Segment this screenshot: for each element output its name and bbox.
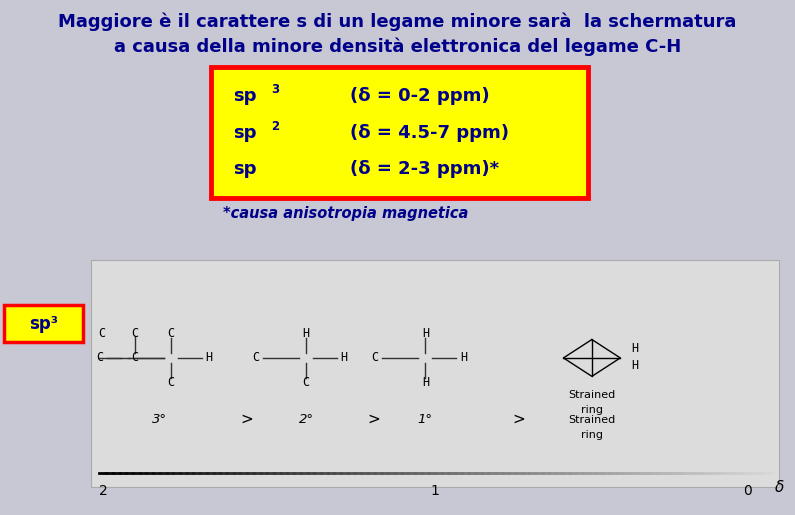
Text: (δ = 4.5-7 ppm): (δ = 4.5-7 ppm) bbox=[350, 124, 509, 142]
Text: 3: 3 bbox=[271, 83, 279, 96]
Text: C: C bbox=[96, 351, 103, 365]
Text: >: > bbox=[512, 412, 525, 427]
Text: H: H bbox=[341, 351, 347, 365]
Text: sp³: sp³ bbox=[29, 315, 58, 333]
Text: C: C bbox=[99, 327, 105, 340]
Text: C: C bbox=[168, 327, 174, 340]
Text: sp: sp bbox=[233, 160, 257, 178]
FancyBboxPatch shape bbox=[211, 67, 588, 198]
Text: sp: sp bbox=[233, 124, 257, 142]
Text: 2°: 2° bbox=[299, 413, 313, 426]
Text: 2: 2 bbox=[271, 120, 279, 133]
Text: a causa della minore densità elettronica del legame C-H: a causa della minore densità elettronica… bbox=[114, 37, 681, 56]
Text: δ: δ bbox=[775, 480, 785, 495]
Text: (δ = 2-3 ppm)*: (δ = 2-3 ppm)* bbox=[350, 160, 499, 178]
Text: 1°: 1° bbox=[418, 413, 432, 426]
Text: 3°: 3° bbox=[152, 413, 166, 426]
Text: H: H bbox=[422, 327, 429, 340]
Text: Maggiore è il carattere s di un legame minore sarà  la schermatura: Maggiore è il carattere s di un legame m… bbox=[58, 13, 737, 31]
Text: H: H bbox=[206, 351, 212, 365]
Text: C: C bbox=[168, 376, 174, 389]
Text: (δ = 0-2 ppm): (δ = 0-2 ppm) bbox=[350, 87, 490, 105]
Text: H: H bbox=[422, 376, 429, 389]
FancyBboxPatch shape bbox=[4, 305, 83, 342]
Text: *causa anisotropia magnetica: *causa anisotropia magnetica bbox=[223, 206, 468, 221]
Text: >: > bbox=[240, 412, 253, 427]
Text: 0: 0 bbox=[743, 484, 752, 498]
Text: C: C bbox=[303, 376, 309, 389]
Text: 1: 1 bbox=[431, 484, 440, 498]
Text: Strained: Strained bbox=[568, 390, 615, 401]
Text: ring: ring bbox=[581, 430, 603, 440]
Text: >: > bbox=[367, 412, 380, 427]
Text: C: C bbox=[132, 351, 138, 365]
Text: C: C bbox=[132, 327, 138, 340]
Text: ring: ring bbox=[581, 405, 603, 415]
Text: C: C bbox=[372, 351, 378, 365]
Text: C: C bbox=[253, 351, 259, 365]
FancyBboxPatch shape bbox=[91, 260, 779, 487]
Text: H: H bbox=[631, 341, 638, 354]
Text: H: H bbox=[631, 358, 638, 371]
Text: 2: 2 bbox=[99, 484, 108, 498]
Text: sp: sp bbox=[233, 87, 257, 105]
Text: Strained: Strained bbox=[568, 415, 615, 425]
Text: H: H bbox=[460, 351, 467, 365]
Text: H: H bbox=[303, 327, 309, 340]
